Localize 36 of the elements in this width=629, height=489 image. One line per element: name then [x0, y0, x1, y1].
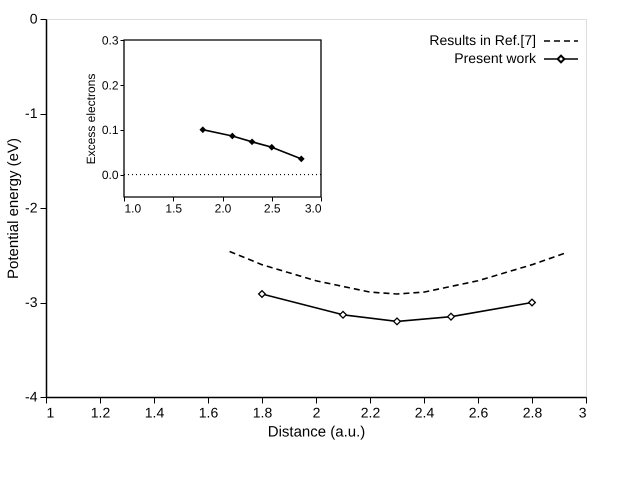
y-tick-label: -2 [25, 200, 38, 216]
y-axis-title: Potential energy (eV) [5, 138, 22, 279]
legend-label: Present work [454, 50, 537, 66]
y-axis-title: Excess electrons [84, 74, 98, 164]
x-tick-label: 2 [312, 404, 321, 420]
y-tick-label: -1 [25, 105, 38, 121]
x-tick-label: 2.5 [264, 202, 281, 216]
x-tick-label: 2.4 [414, 404, 434, 420]
point [338, 310, 348, 319]
point [528, 298, 536, 307]
legend-label: Results in Ref.[7] [429, 32, 536, 48]
x-tick-label: 1.8 [252, 404, 272, 420]
x-tick-label: 3.0 [304, 202, 322, 216]
x-tick-label: 1.4 [144, 404, 164, 420]
x-tick-label: 1.0 [124, 202, 142, 216]
y-tick-label: -4 [25, 388, 38, 404]
point [258, 290, 266, 298]
y-tick-label: -3 [25, 294, 38, 310]
point [446, 312, 456, 321]
x-tick-label: 1.6 [198, 404, 218, 420]
x-tick-label: 2.8 [522, 404, 542, 420]
x-tick-label: 3 [578, 404, 587, 420]
y-tick-label: 0 [30, 10, 38, 26]
x-tick-label: 1 [46, 404, 54, 420]
x-tick-label: 2.0 [214, 202, 232, 216]
point [392, 317, 402, 326]
y-tick-label: 0.0 [102, 168, 119, 182]
y-tick-label: 0.3 [102, 34, 119, 48]
x-tick-label: 1.5 [165, 202, 182, 216]
y-tick-label: 0.2 [102, 78, 119, 92]
x-axis-title: Distance (a.u.) [268, 424, 366, 440]
x-tick-label: 2.2 [360, 404, 380, 420]
y-tick-label: 0.1 [102, 123, 119, 138]
x-tick-label: 1.2 [90, 404, 110, 420]
line-series [228, 250, 566, 295]
x-tick-label: 2.6 [468, 404, 488, 420]
